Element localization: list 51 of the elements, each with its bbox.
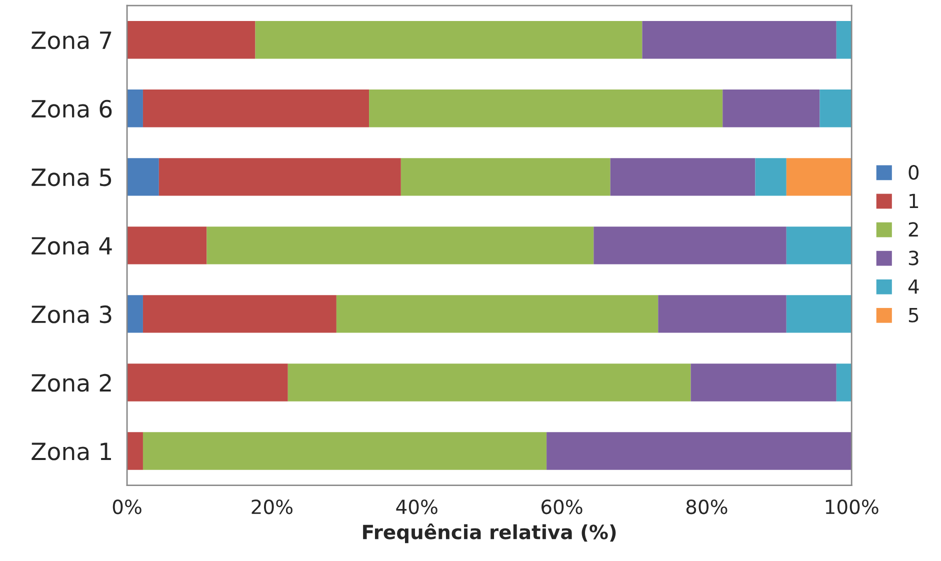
bar [127,90,143,128]
bar [127,158,159,196]
legend-label: 3 [908,250,918,266]
bar [786,226,852,264]
bar [206,226,594,264]
bar [642,21,836,59]
bar [658,295,786,333]
bar [369,90,723,128]
x-tick-label: 100% [826,499,878,514]
y-tick-label: Zona 2 [32,374,111,392]
y-tick-label: Zona 5 [32,168,112,186]
bar [127,432,143,470]
bar [594,226,786,264]
bar [288,364,691,402]
bar [755,158,786,196]
y-tick-label: Zona 3 [32,305,112,324]
bar [722,90,820,128]
bar [255,21,642,59]
legend-label: 2 [908,222,918,237]
y-tick-label: Zona 1 [32,442,111,460]
bar [786,295,852,333]
x-tick-label: 40% [396,499,438,514]
bar [142,295,336,333]
bar [546,432,852,470]
x-tick-label: 60% [542,499,582,514]
bar [610,158,756,196]
bar [336,295,658,333]
legend-label: 5 [908,308,918,322]
legend-label: 0 [908,165,919,180]
x-tick-label: 0% [112,499,142,514]
legend-label: 4 [908,279,919,294]
bar [158,158,401,196]
bar [400,158,610,196]
x-tick-label: 20% [252,499,292,514]
y-tick-label: Zona 7 [32,32,112,50]
bar [127,364,288,402]
y-tick-label: Zona 6 [32,100,112,118]
x-axis-title: Frequência relativa (%) [363,524,616,544]
bar [142,90,370,128]
bar [836,21,852,59]
bar [836,364,852,402]
bar [127,295,143,333]
bar [690,364,836,402]
legend-label: 1 [910,194,918,208]
bar [127,226,207,264]
bar [786,158,852,196]
bar [142,432,547,470]
x-tick-label: 80% [686,499,728,514]
bar [127,21,256,59]
y-tick-label: Zona 4 [32,237,112,255]
bar [820,90,852,128]
